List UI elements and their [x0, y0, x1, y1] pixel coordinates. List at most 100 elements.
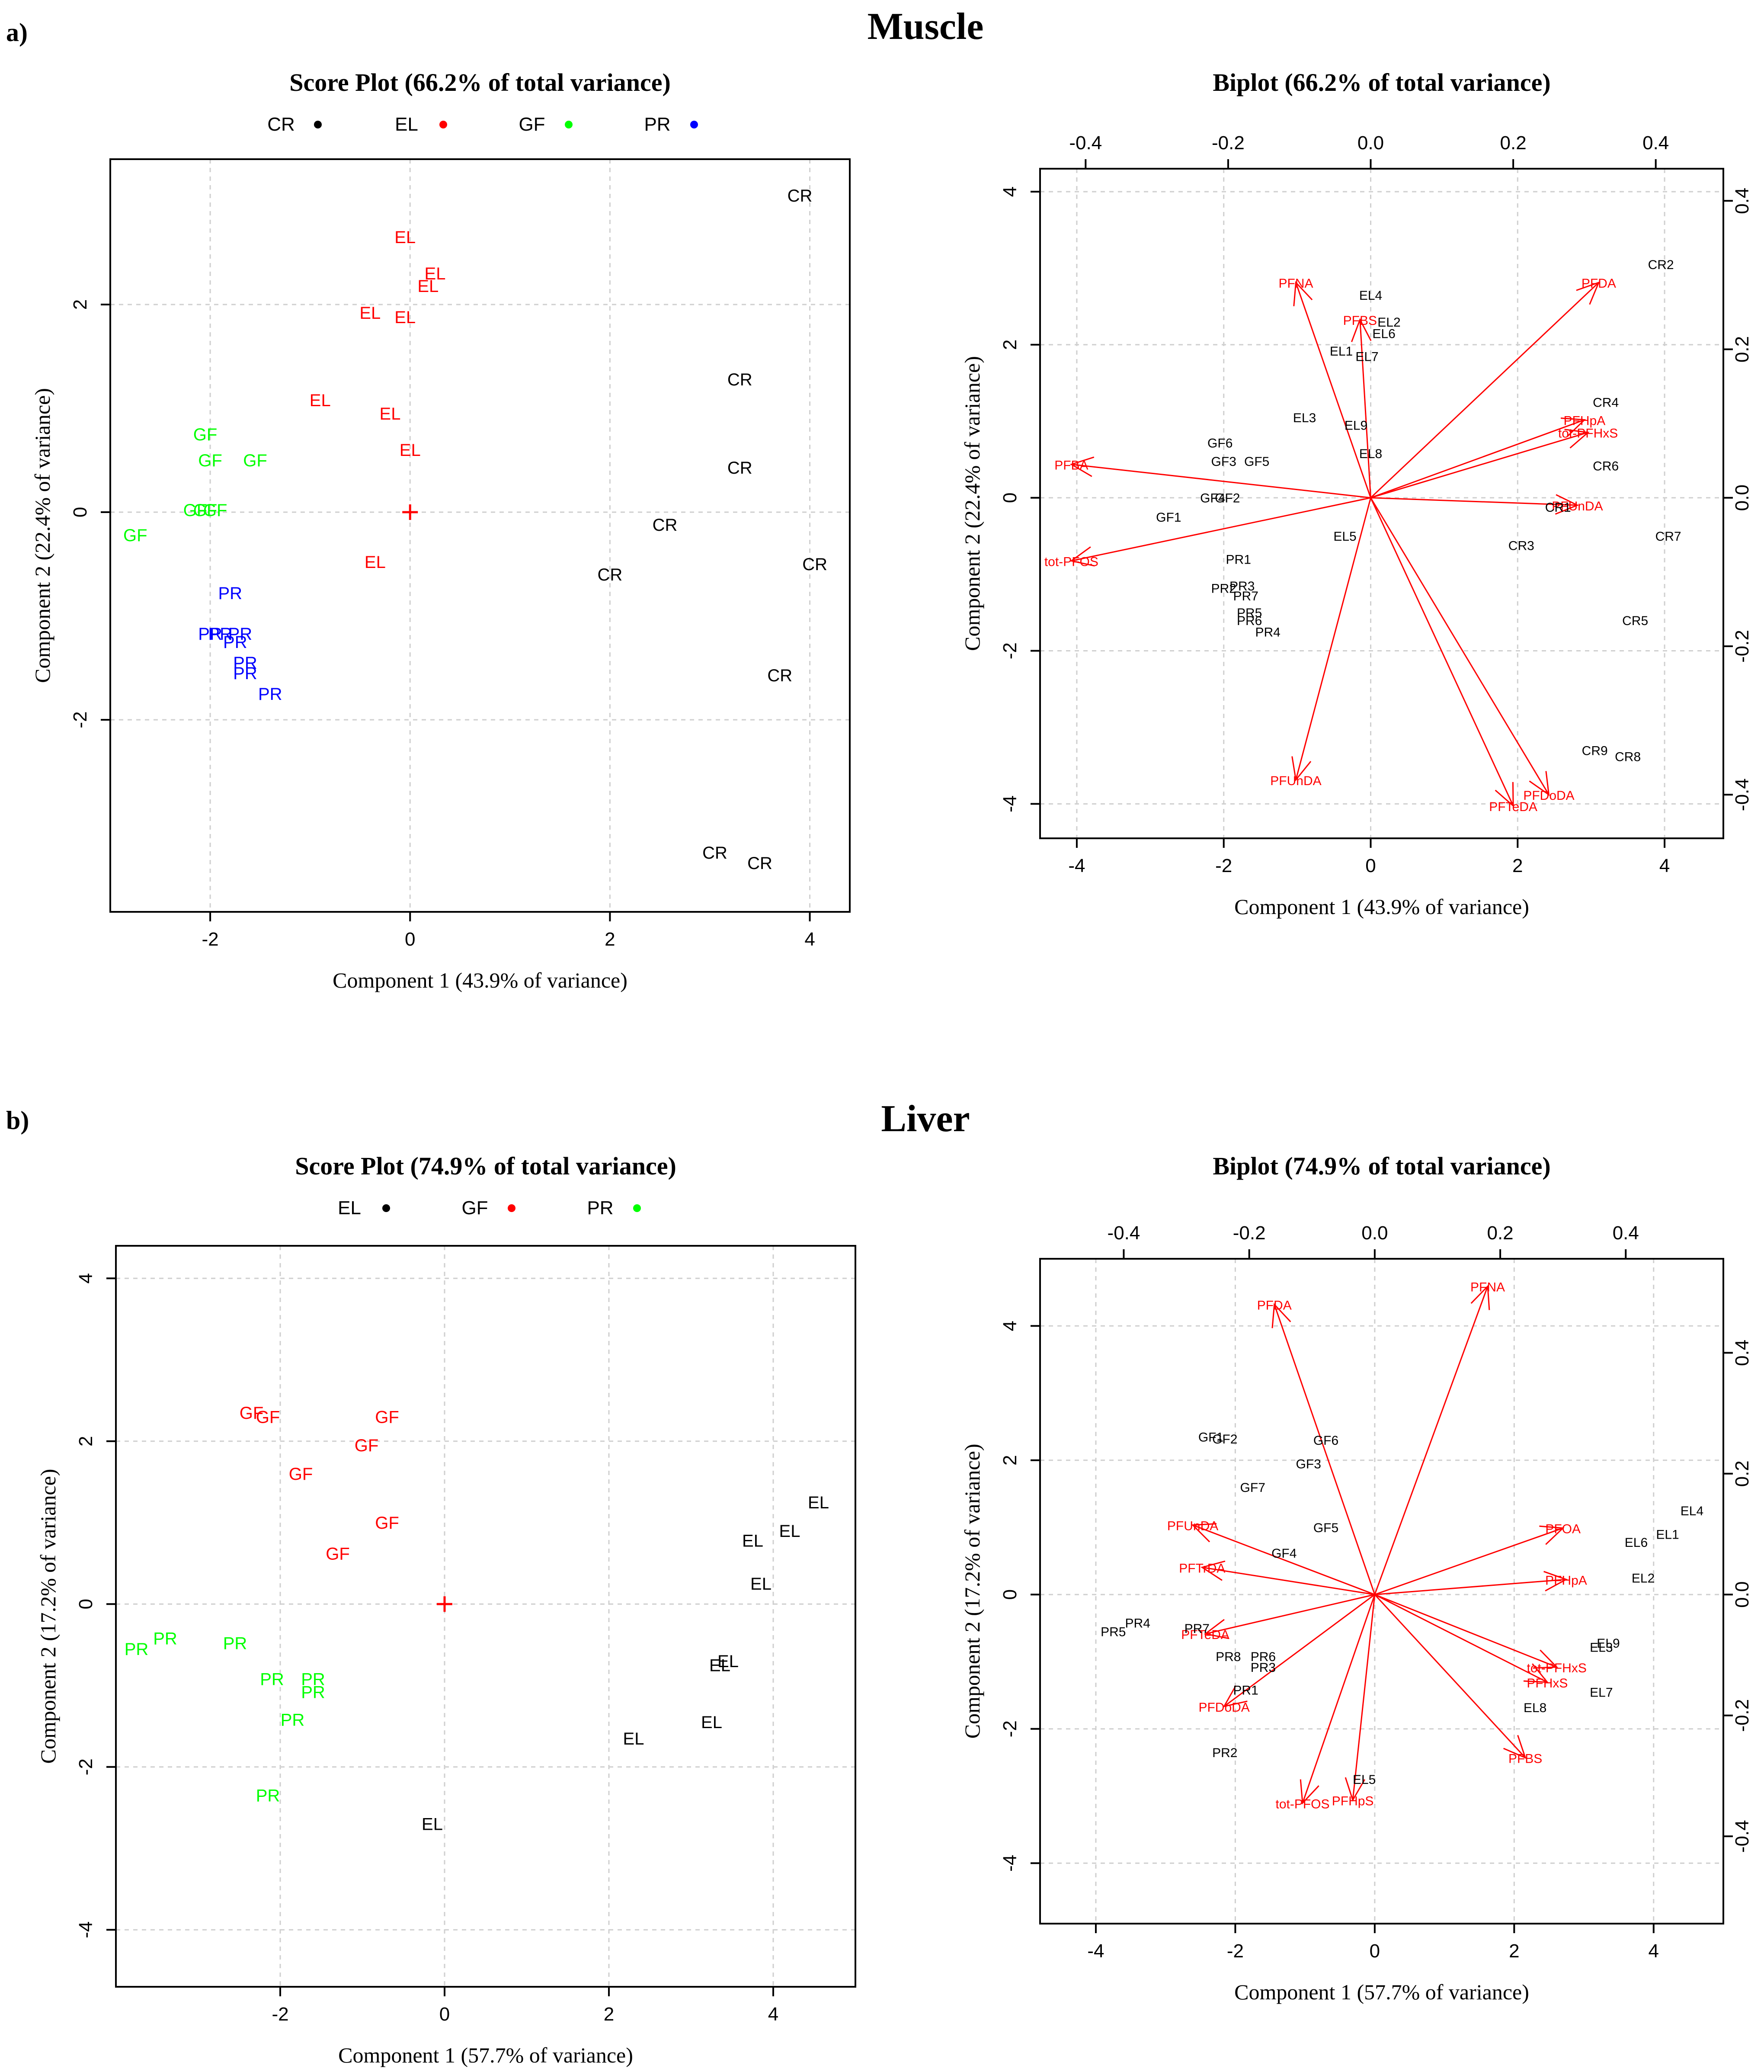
score-label: EL9	[1597, 1636, 1620, 1651]
y-tick-label: 4	[999, 186, 1021, 197]
score-label: GF5	[1313, 1521, 1338, 1535]
right-tick-label: 0.0	[1732, 484, 1753, 511]
x-tick-label: 2	[604, 2004, 614, 2025]
score-label: PR1	[1233, 1684, 1258, 1698]
liver-biplot: Biplot (74.9% of total variance) -4 -2 0 2 4 -…	[960, 1152, 1753, 2004]
point-label-el: EL	[709, 1656, 730, 1675]
loading-label: PFUnDA	[1167, 1519, 1218, 1533]
plot-frame	[115, 1245, 856, 1988]
loading-label: PFUnDA	[1270, 774, 1321, 788]
point-label-el: EL	[808, 1493, 829, 1512]
x-tick-label: 0	[1370, 1940, 1380, 1962]
point-label-el: EL	[365, 553, 386, 572]
loading-arrow	[1071, 464, 1371, 499]
x-tick-label: 2	[605, 929, 615, 950]
plot-frame	[1039, 1258, 1724, 1924]
loading-arrowhead	[1291, 756, 1312, 782]
score-label: PR4	[1255, 625, 1280, 639]
point-label-pr: PR	[125, 1640, 149, 1659]
score-label: PR1	[1226, 552, 1251, 567]
score-label: PR6	[1251, 1650, 1276, 1664]
x-tick-label: 2	[1512, 855, 1523, 876]
loading-label: PFNA	[1470, 1280, 1505, 1295]
point-label-gf: GF	[198, 451, 222, 470]
point-label-cr: CR	[767, 666, 792, 685]
point-label-cr: CR	[653, 516, 678, 535]
right-tick-label: 0.0	[1732, 1581, 1753, 1608]
score-label: EL3	[1590, 1640, 1613, 1655]
loading-arrow	[1374, 1527, 1563, 1595]
loading-arrow	[1274, 1304, 1376, 1595]
score-label: EL2	[1377, 315, 1400, 330]
top-tick-label: -0.4	[1108, 1222, 1140, 1244]
y-tick-label: -2	[999, 1720, 1021, 1737]
score-label: CR3	[1508, 539, 1534, 553]
point-label-el: EL	[717, 1652, 739, 1671]
loading-arrowhead	[1351, 318, 1372, 342]
score-label: EL4	[1681, 1504, 1703, 1518]
score-label: PR3	[1229, 579, 1255, 593]
right-tick-label: 0.2	[1732, 336, 1753, 362]
x-tick-label: 2	[1509, 1940, 1519, 1962]
score-label: EL4	[1359, 289, 1382, 303]
point-label-cr: CR	[788, 186, 813, 205]
y-axis-title: Component 2 (22.4% of variance)	[30, 388, 54, 683]
right-tick-label: -0.2	[1732, 630, 1753, 663]
loading-arrowhead	[1300, 1779, 1319, 1805]
score-label: EL8	[1524, 1701, 1546, 1715]
loading-arrow	[1352, 1594, 1376, 1800]
point-label-el: EL	[779, 1522, 800, 1541]
loading-label: PFDA	[1257, 1299, 1292, 1313]
right-tick-label: 0.4	[1732, 1340, 1753, 1366]
score-label: EL5	[1353, 1773, 1376, 1787]
score-label: CR7	[1655, 529, 1681, 544]
legend-marker	[565, 121, 573, 128]
x-tick-label: 4	[768, 2004, 778, 2025]
point-label-el: EL	[417, 277, 439, 296]
x-tick-label: -4	[1068, 855, 1085, 876]
score-label: PR4	[1125, 1616, 1150, 1630]
legend-marker	[314, 121, 322, 128]
loading-arrow	[1205, 1594, 1375, 1635]
score-label: GF2	[1212, 1432, 1237, 1447]
point-label-gf: GF	[256, 1408, 280, 1427]
legend-marker	[633, 1204, 641, 1212]
top-tick-label: -0.4	[1069, 132, 1102, 154]
point-label-gf: GF	[375, 1514, 399, 1533]
point-label-gf: GF	[193, 501, 218, 520]
y-tick-label: -2	[75, 1758, 96, 1775]
top-tick-label: 0.4	[1613, 1222, 1639, 1244]
score-label: EL2	[1632, 1571, 1655, 1585]
loading-arrow	[1374, 1578, 1566, 1595]
loading-arrowhead	[1069, 546, 1095, 567]
point-label-pr: PR	[281, 1711, 305, 1730]
point-label-el: EL	[400, 441, 421, 460]
loading-arrow	[1359, 319, 1372, 498]
loading-arrow	[1374, 1594, 1548, 1683]
point-label-el: EL	[750, 1575, 772, 1594]
x-axis-title: Component 1 (43.9% of variance)	[1234, 895, 1529, 919]
score-label: GF5	[1244, 455, 1269, 469]
loading-label: PFHpA	[1564, 414, 1606, 428]
score-label: GF2	[1215, 491, 1240, 506]
loading-arrow	[1374, 1594, 1526, 1758]
loading-arrow	[1302, 1594, 1376, 1803]
loading-arrowhead	[1495, 782, 1514, 808]
liver-score-plot: Score Plot (74.9% of total variance) -2 0 2…	[36, 1152, 856, 2067]
point-label-el: EL	[310, 391, 331, 410]
score-label: GF3	[1211, 455, 1236, 469]
y-tick-label: -2	[999, 642, 1021, 659]
point-label-el: EL	[701, 1713, 722, 1732]
x-axis-title: Component 1 (57.7% of variance)	[1234, 1980, 1529, 2004]
score-label: CR6	[1593, 459, 1619, 473]
x-tick-label: -2	[1227, 1940, 1244, 1962]
point-label-cr: CR	[802, 555, 827, 574]
right-tick-label: -0.4	[1732, 778, 1753, 811]
y-tick-label: 2	[999, 340, 1021, 350]
loading-label: PFBA	[1054, 459, 1088, 473]
point-label-pr: PR	[228, 625, 253, 644]
loading-arrow	[1374, 1286, 1489, 1595]
loading-label: PFNA	[1278, 276, 1313, 291]
point-label-el: EL	[742, 1531, 763, 1550]
